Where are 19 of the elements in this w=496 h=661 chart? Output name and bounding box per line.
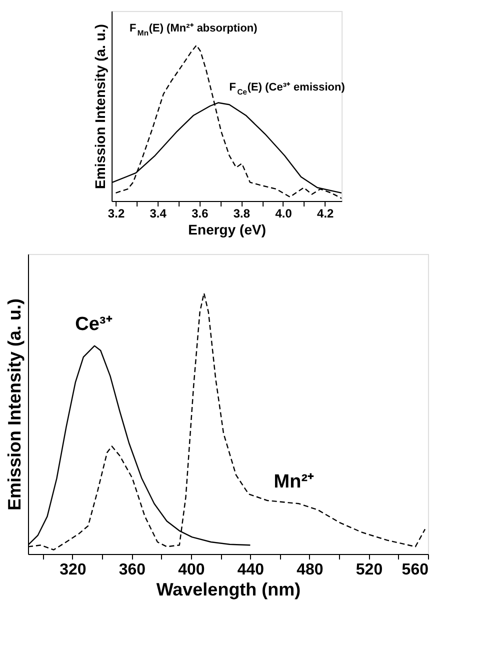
x-tick-label: 3.6 [192,206,209,220]
x-tick-label: 3.8 [233,206,250,220]
x-tick-label: 400 [178,562,205,578]
x-axis-title: Energy (eV) [188,222,266,238]
annotation: Mn²⁺ [274,472,315,493]
x-tick-label: 560 [402,562,429,578]
x-axis-title: Wavelength (nm) [156,580,301,600]
annotation: Ce³⁺ [75,314,113,335]
y-axis-title: Emission Intensity (a. u.) [4,298,24,511]
y-axis-title: Emission Intensity (a. u.) [92,24,108,189]
x-tick-label: 480 [296,562,324,578]
x-tick-label: 520 [356,562,383,578]
x-tick-label: 440 [237,562,264,578]
x-tick-label: 3.4 [150,206,167,220]
x-tick-label: 4.2 [317,206,334,220]
x-tick-label: 4.0 [275,206,292,220]
x-tick-label: 360 [118,562,146,578]
x-tick-label: 320 [60,562,86,578]
x-tick-label: 3.2 [108,206,125,220]
